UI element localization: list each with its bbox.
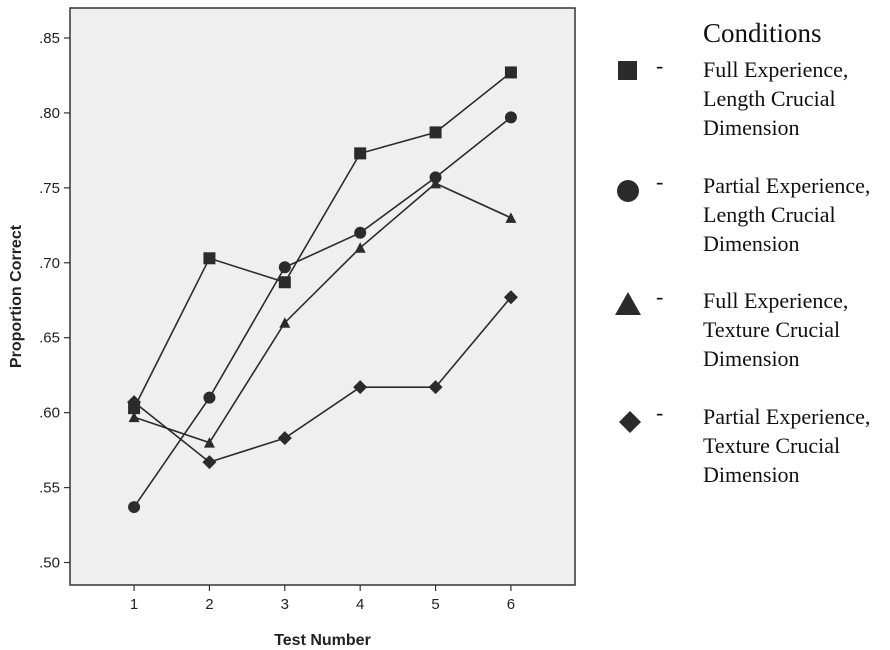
y-axis-label: Proportion Correct xyxy=(8,224,25,368)
y-tick-label: .75 xyxy=(39,180,60,197)
y-tick-label: .65 xyxy=(39,330,60,347)
plot-area xyxy=(69,7,576,586)
square-marker-icon xyxy=(618,61,637,80)
diamond-data-point xyxy=(428,380,443,395)
line-chart: .50 .55 .60 .65 .70 .75 .80 .85 1 2 3 4 5 6 Test Num… xyxy=(8,7,576,649)
series-line-triangle xyxy=(133,182,512,444)
series-line-square xyxy=(133,71,512,409)
legend-dash: - xyxy=(656,53,664,78)
square-data-point xyxy=(504,66,517,79)
series-markers xyxy=(127,66,518,514)
diamond-data-point xyxy=(127,395,142,410)
triangle-data-point xyxy=(354,242,366,253)
legend-dash: - xyxy=(656,284,664,309)
diamond-data-point xyxy=(503,290,518,305)
diamond-data-point xyxy=(202,455,217,470)
y-axis: .50 .55 .60 .65 .70 .75 .80 .85 xyxy=(39,30,70,572)
legend-title: Conditions xyxy=(703,18,822,48)
y-tick-label: .85 xyxy=(39,30,60,47)
x-tick-label: 2 xyxy=(205,596,213,613)
legend-label: Full Experience, Length Crucial Dimensio… xyxy=(703,57,849,140)
square-data-point xyxy=(429,126,442,139)
diamond-data-point xyxy=(277,431,292,446)
diamond-data-point xyxy=(353,380,368,395)
legend-label: Full Experience, Texture Crucial Dimensi… xyxy=(703,288,849,371)
circle-marker-icon xyxy=(617,180,639,202)
legend-label: Partial Experience, Length Crucial Dimen… xyxy=(703,173,871,256)
x-tick-label: 3 xyxy=(281,596,289,613)
triangle-data-point xyxy=(505,212,517,223)
circle-data-point xyxy=(278,261,291,274)
legend-item-diamond: - Partial Experience, Texture Crucial Di… xyxy=(608,400,890,502)
series-line-diamond xyxy=(133,296,512,463)
x-tick-label: 4 xyxy=(356,596,364,613)
triangle-data-point xyxy=(430,177,442,189)
series-lines xyxy=(133,71,512,508)
x-tick-label: 6 xyxy=(507,596,515,613)
diamond-marker-icon xyxy=(619,411,641,433)
y-tick-label: .70 xyxy=(39,255,60,272)
y-tick-label: .80 xyxy=(39,105,60,122)
triangle-data-point xyxy=(128,411,140,423)
y-tick-label: .55 xyxy=(39,480,60,497)
circle-data-point xyxy=(429,171,442,184)
circle-data-point xyxy=(128,501,141,514)
triangle-marker-icon xyxy=(615,292,641,315)
y-tick-label: .60 xyxy=(39,405,60,422)
circle-data-point xyxy=(354,226,367,239)
y-tick-label: .50 xyxy=(39,555,60,572)
circle-data-point xyxy=(504,111,517,124)
legend-dash: - xyxy=(656,169,664,194)
legend-label: Partial Experience, Texture Crucial Dime… xyxy=(703,404,871,487)
legend-item-circle: - Partial Experience, Length Crucial Dim… xyxy=(608,169,890,271)
legend-item-square: - Full Experience, Length Crucial Dimens… xyxy=(608,53,890,155)
series-line-circle xyxy=(133,116,512,508)
square-data-point xyxy=(203,252,216,265)
legend-item-triangle: - Full Experience, Texture Crucial Dimen… xyxy=(608,284,890,386)
x-tick-label: 1 xyxy=(130,596,138,613)
circle-data-point xyxy=(203,391,216,404)
legend-dash: - xyxy=(656,400,664,425)
x-axis-label: Test Number xyxy=(274,632,371,649)
triangle-data-point xyxy=(203,437,215,448)
square-data-point xyxy=(354,147,367,160)
x-axis: 1 2 3 4 5 6 xyxy=(130,585,515,613)
square-data-point xyxy=(278,276,291,289)
x-tick-label: 5 xyxy=(431,596,439,613)
triangle-data-point xyxy=(279,317,291,328)
